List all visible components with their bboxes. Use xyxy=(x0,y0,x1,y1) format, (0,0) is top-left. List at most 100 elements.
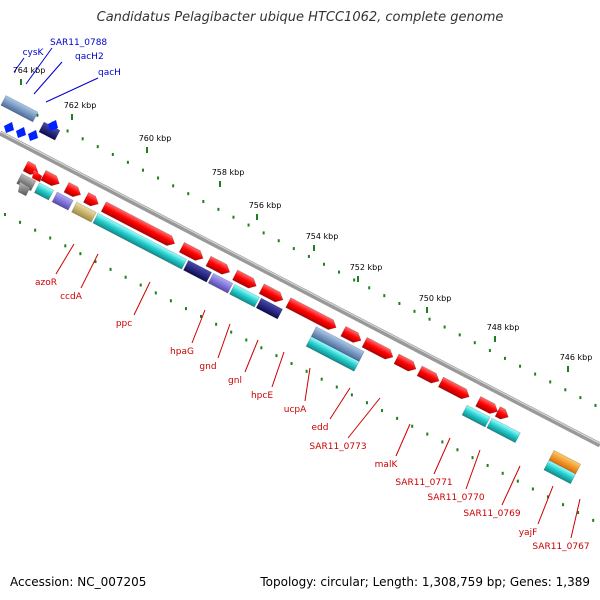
major-tick xyxy=(256,214,258,220)
tick-dot xyxy=(458,333,461,337)
tick-dot xyxy=(428,317,431,321)
tick-dot xyxy=(501,471,504,475)
gene-label-ppc[interactable]: ppc xyxy=(116,319,132,329)
tick-dot xyxy=(154,291,157,295)
gene-label-qacH2[interactable]: qacH2 xyxy=(75,52,104,62)
tick-dot xyxy=(3,212,6,216)
gene-label-edd[interactable]: edd xyxy=(312,423,329,433)
tick-dot xyxy=(456,448,459,452)
tick-dot xyxy=(111,152,114,156)
gene-label-ucpA[interactable]: ucpA xyxy=(284,405,307,415)
gene-label-SAR11_0769[interactable]: SAR11_0769 xyxy=(463,509,520,519)
inner-feature xyxy=(51,191,74,211)
inner-feature xyxy=(18,182,30,196)
tick-dot xyxy=(473,341,476,345)
gene-label-qacH[interactable]: qacH xyxy=(98,68,121,78)
gene-label-hpcE[interactable]: hpcE xyxy=(251,391,273,401)
gene-label-gnl[interactable]: gnl xyxy=(228,376,242,386)
tick-dot xyxy=(519,364,522,368)
forward-gene xyxy=(32,170,42,182)
tick-dot xyxy=(202,200,205,204)
reverse-arrow xyxy=(48,120,58,131)
tick-dot xyxy=(157,176,160,180)
forward-gene xyxy=(258,283,284,303)
tick-dot xyxy=(245,338,248,342)
tick-dot xyxy=(516,479,519,483)
major-tick xyxy=(20,79,22,85)
tick-dot xyxy=(562,503,565,507)
inner-feature xyxy=(255,297,283,320)
tick-dot xyxy=(260,346,263,350)
tick-dot xyxy=(411,424,414,428)
gene-label-hpaG[interactable]: hpaG xyxy=(170,347,194,357)
tick-dot xyxy=(396,416,399,420)
leader-line xyxy=(244,339,259,373)
leader-line xyxy=(395,423,411,457)
gene-label-yajF[interactable]: yajF xyxy=(519,528,538,538)
tick-dot xyxy=(577,511,580,515)
gene-label-SAR11_0788[interactable]: SAR11_0788 xyxy=(50,38,107,48)
tick-dot xyxy=(322,262,325,266)
tick-dot xyxy=(187,192,190,196)
inner-feature xyxy=(548,450,582,475)
tick-dot xyxy=(368,286,371,290)
leader-line xyxy=(191,309,206,344)
genome-backbone xyxy=(0,130,600,448)
tick-dot xyxy=(350,393,353,397)
inner-feature xyxy=(486,417,521,444)
forward-gene xyxy=(178,241,204,261)
tick-dot xyxy=(172,184,175,188)
reverse-gene xyxy=(0,95,39,123)
gene-label-malK[interactable]: malK xyxy=(375,460,399,470)
tick-label: 750 kbp xyxy=(419,294,452,303)
gene-label-ccdA[interactable]: ccdA xyxy=(60,292,83,302)
tick-dot xyxy=(594,403,597,407)
forward-gene xyxy=(232,269,257,289)
tick-dot xyxy=(335,385,338,389)
tick-layer: 764 kbp 762 kbp 760 kbp 758 kbp 756 kbp 754 k… xyxy=(3,66,597,522)
gene-label-SAR11_0770[interactable]: SAR11_0770 xyxy=(427,493,484,503)
leader-line xyxy=(570,498,581,539)
inner-feature xyxy=(543,459,576,485)
leader-line xyxy=(304,367,311,402)
tick-dot xyxy=(307,254,310,258)
inner-feature xyxy=(229,283,260,308)
tick-dot xyxy=(426,432,429,436)
tick-label: 748 kbp xyxy=(487,323,520,332)
tick-label: 764 kbp xyxy=(13,66,46,75)
gene-label-gnd[interactable]: gnd xyxy=(199,362,216,372)
backbone-layer xyxy=(0,130,600,448)
gene-label-SAR11_0771[interactable]: SAR11_0771 xyxy=(395,478,452,488)
tick-dot xyxy=(383,294,386,298)
leader-line xyxy=(501,465,521,506)
gene-label-cysK[interactable]: cysK xyxy=(23,48,45,58)
leader-line xyxy=(25,47,53,85)
tick-dot xyxy=(592,518,595,522)
gene-label-SAR11_0767[interactable]: SAR11_0767 xyxy=(532,542,589,552)
tick-dot xyxy=(488,349,491,353)
gene-label-azoR[interactable]: azoR xyxy=(35,278,57,288)
major-tick xyxy=(146,147,148,153)
forward-gene xyxy=(40,170,60,187)
tick-label: 746 kbp xyxy=(560,353,593,362)
tick-dot xyxy=(141,168,144,172)
tick-dot xyxy=(275,354,278,358)
forward-gene xyxy=(437,376,470,400)
forward-gene xyxy=(393,353,417,372)
tick-dot xyxy=(232,215,235,219)
topology-text: Topology: circular; Length: 1,308,759 bp… xyxy=(260,575,590,589)
forward-gene xyxy=(83,192,99,207)
gene-label-SAR11_0773[interactable]: SAR11_0773 xyxy=(309,442,366,452)
tick-dot xyxy=(139,283,142,287)
tick-dot xyxy=(66,129,69,133)
major-tick xyxy=(219,181,221,187)
tick-dot xyxy=(546,495,549,499)
tick-dot xyxy=(413,309,416,313)
major-tick xyxy=(71,114,73,120)
tick-dot xyxy=(81,137,84,141)
tick-dot xyxy=(338,270,341,274)
tick-label: 754 kbp xyxy=(306,232,339,241)
tick-dot xyxy=(503,356,506,360)
